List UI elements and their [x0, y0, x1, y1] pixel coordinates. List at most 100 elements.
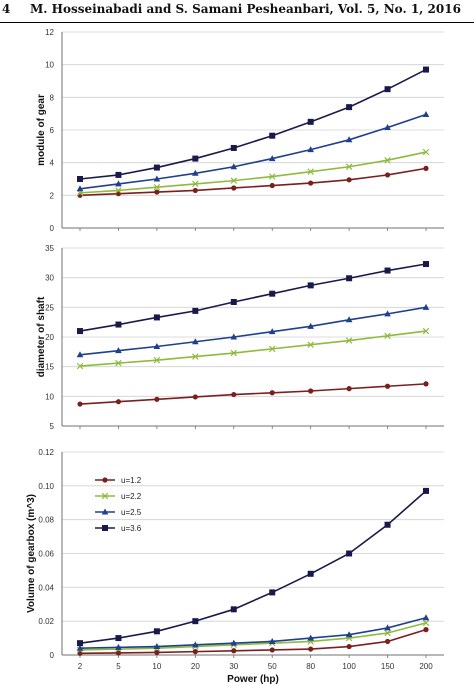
- data-point: [384, 172, 391, 178]
- data-point: [384, 86, 391, 93]
- data-point: [422, 148, 430, 156]
- data-point: [422, 619, 430, 627]
- data-point: [153, 164, 160, 171]
- y-axis-label: module of gear: [36, 94, 47, 166]
- y-axis-label: Volume of gearbox (m^3): [26, 494, 37, 613]
- data-point: [77, 640, 83, 647]
- x-tick-label: 2: [78, 662, 83, 671]
- y-tick-label: 25: [45, 303, 54, 312]
- data-point: [76, 644, 84, 651]
- data-point: [384, 521, 391, 528]
- data-point-stroke: [384, 629, 391, 637]
- data-point: [269, 589, 276, 596]
- data-point: [115, 635, 122, 642]
- data-point: [345, 631, 353, 638]
- data-point: [307, 341, 314, 348]
- data-point-stroke: [153, 183, 161, 191]
- data-point: [346, 643, 352, 650]
- data-point: [115, 399, 122, 405]
- legend-entry: u=2.2: [121, 492, 142, 501]
- data-point: [307, 322, 314, 329]
- data-point: [345, 316, 353, 323]
- data-point: [308, 180, 314, 186]
- data-point: [153, 183, 161, 191]
- data-point: [230, 606, 237, 613]
- data-point: [423, 627, 429, 633]
- data-point: [307, 634, 314, 641]
- data-point: [423, 381, 429, 387]
- data-point-stroke: [115, 187, 122, 194]
- y-tick-label: 0.12: [38, 448, 54, 457]
- series-line: [79, 263, 427, 332]
- data-point: [230, 177, 238, 184]
- y-tick-label: 0: [50, 651, 55, 660]
- data-point: [346, 550, 353, 557]
- x-axis-label: Power (hp): [227, 674, 279, 684]
- data-point: [268, 637, 276, 644]
- data-point: [346, 386, 352, 392]
- x-tick-label: 80: [306, 662, 315, 671]
- data-point: [192, 641, 199, 648]
- data-point: [308, 646, 314, 652]
- data-point: [423, 261, 429, 268]
- data-point: [153, 628, 160, 635]
- data-point: [346, 104, 353, 111]
- data-point: [384, 332, 391, 340]
- data-point: [192, 338, 199, 345]
- y-tick-label: 4: [50, 159, 55, 168]
- data-point: [384, 638, 391, 645]
- series-u-3-6: [77, 66, 429, 182]
- data-point: [115, 171, 122, 178]
- y-tick-label: 0.08: [38, 516, 54, 525]
- data-point: [269, 647, 275, 653]
- data-point: [422, 110, 430, 117]
- data-point: [192, 307, 199, 314]
- x-tick-label: 5: [116, 662, 121, 671]
- data-point: [345, 136, 353, 143]
- data-point-stroke: [268, 173, 276, 180]
- data-point: [115, 321, 122, 328]
- data-point: [308, 388, 314, 394]
- series-line: [79, 628, 427, 655]
- y-tick-label: 10: [45, 61, 54, 70]
- x-tick-label: 100: [342, 662, 356, 671]
- series-line: [79, 622, 427, 651]
- data-point: [192, 353, 199, 360]
- x-tick-label: 150: [381, 662, 395, 671]
- data-point: [192, 155, 199, 162]
- data-point: [346, 275, 353, 282]
- data-point: [307, 570, 314, 577]
- y-tick-label: 0.10: [38, 482, 54, 491]
- series-u-3-6: [77, 261, 429, 335]
- data-point: [422, 614, 430, 621]
- data-point: [268, 155, 276, 162]
- y-tick-label: 30: [45, 274, 54, 283]
- data-point-stroke: [422, 327, 430, 335]
- data-point: [346, 177, 352, 183]
- data-point: [230, 144, 237, 151]
- series-line: [79, 330, 427, 367]
- data-point: [115, 643, 122, 650]
- data-point: [192, 169, 199, 176]
- data-point: [268, 345, 276, 353]
- y-tick-label: 5: [50, 422, 55, 431]
- data-point-stroke: [268, 345, 276, 353]
- series-u-2-5: [76, 303, 430, 358]
- data-point: [307, 146, 314, 153]
- data-point-stroke: [101, 492, 109, 500]
- data-point-stroke: [422, 619, 430, 627]
- y-tick-label: 10: [45, 392, 54, 401]
- data-point: [269, 132, 276, 139]
- data-point-stroke: [192, 353, 199, 360]
- x-tick-label: 50: [268, 662, 277, 671]
- series-line: [79, 68, 427, 180]
- data-point: [192, 649, 198, 655]
- y-tick-label: 2: [50, 191, 55, 200]
- data-point: [101, 508, 109, 515]
- x-tick-label: 200: [419, 662, 433, 671]
- data-point: [423, 487, 429, 494]
- data-point: [230, 639, 238, 646]
- data-point-stroke: [422, 148, 430, 156]
- legend-entry: u=3.6: [121, 524, 142, 533]
- data-point: [384, 267, 391, 274]
